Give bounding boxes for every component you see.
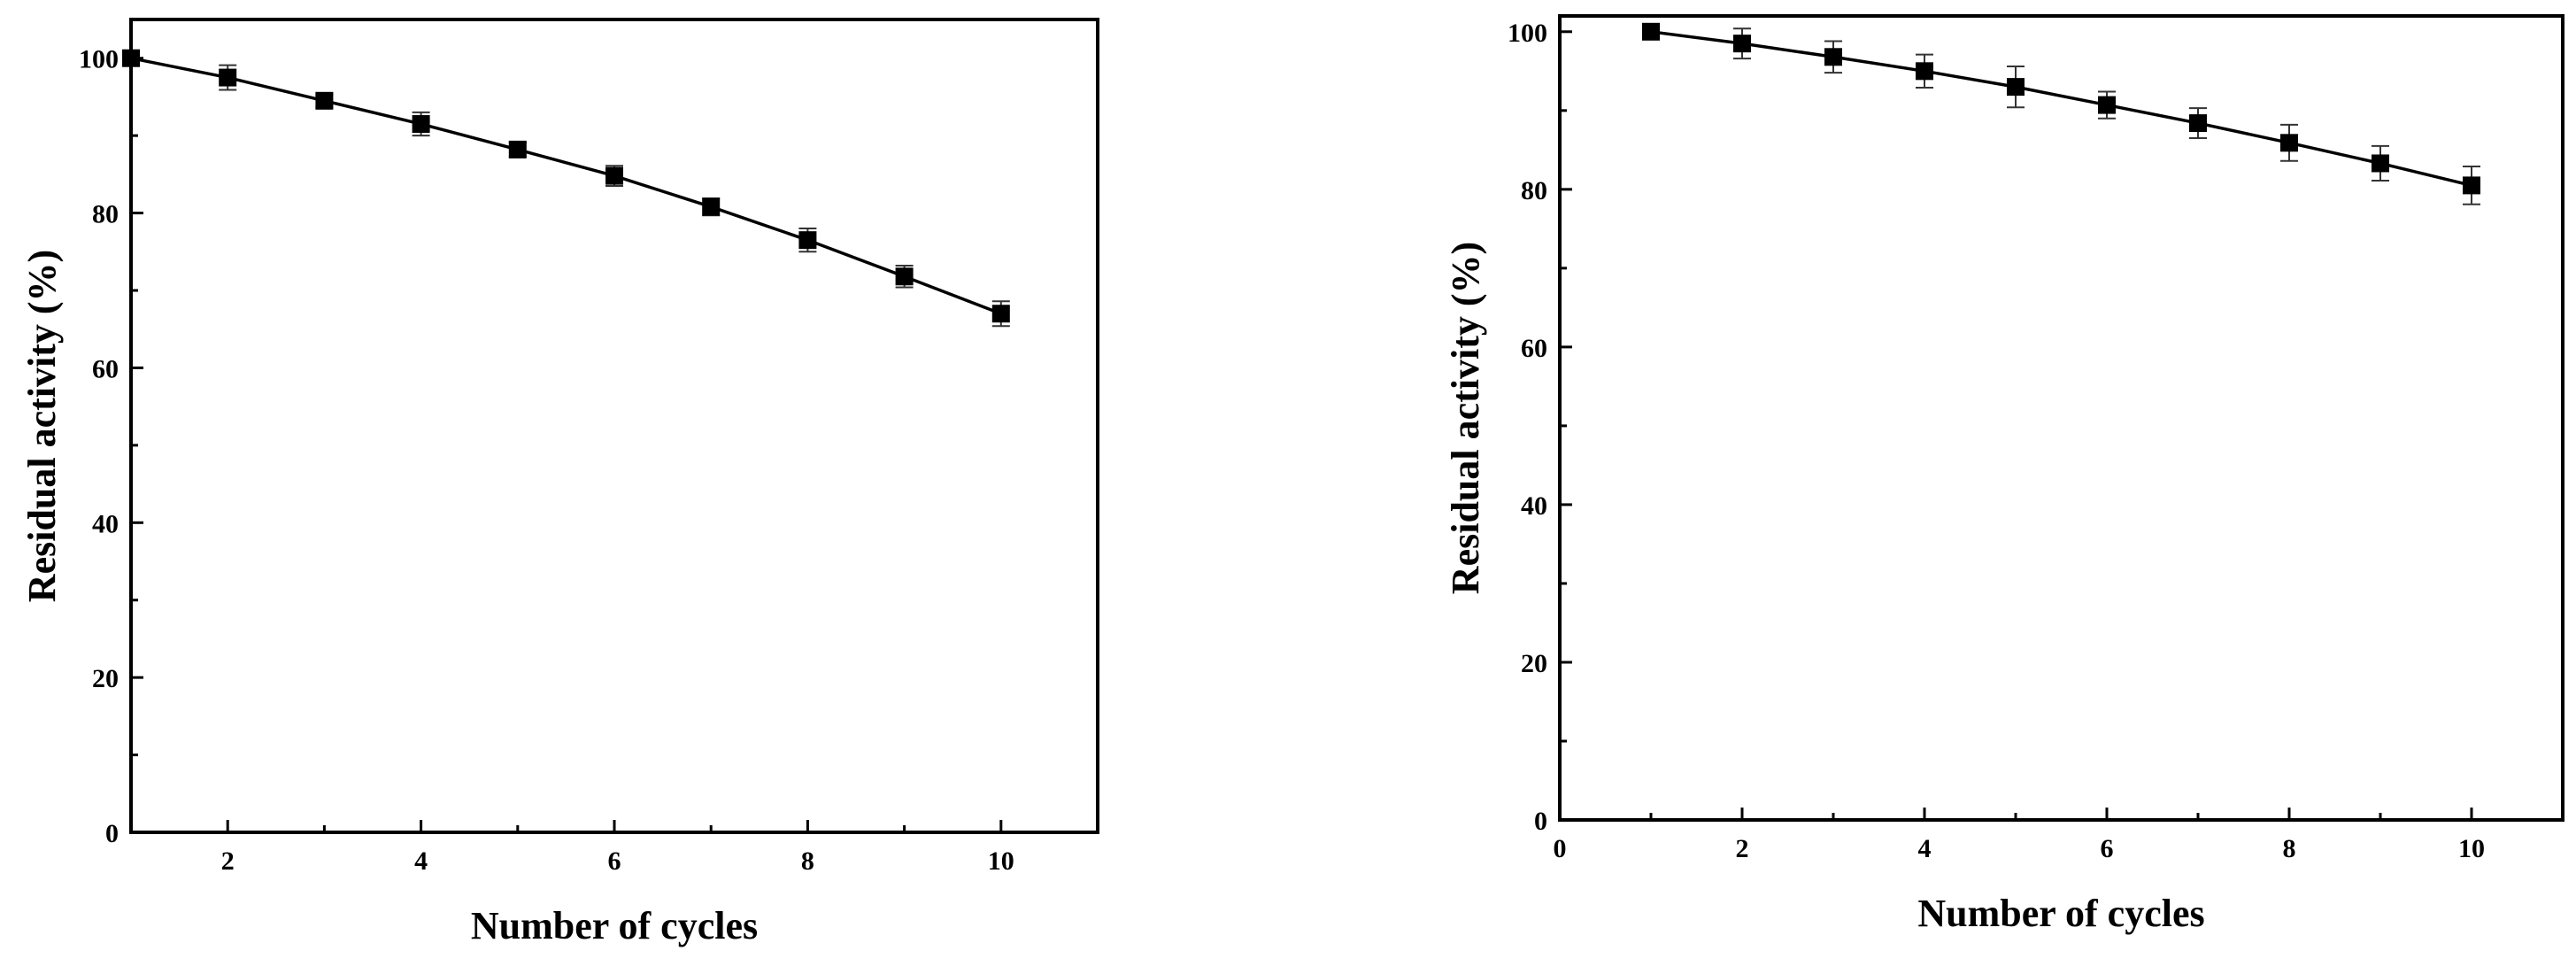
x-tick-label: 4 [1918, 834, 1932, 863]
data-point [508, 140, 527, 158]
data-point [2463, 176, 2480, 195]
y-tick-label: 0 [105, 819, 119, 848]
y-axis-title: Residual activity (%) [1444, 242, 1487, 594]
data-point [991, 305, 1010, 323]
data-point [1916, 62, 1933, 81]
y-tick-label: 0 [1534, 807, 1547, 836]
data-point [895, 267, 914, 286]
y-tick-label: 20 [1521, 649, 1547, 678]
data-point [1824, 48, 1842, 66]
series-line [1650, 30, 2472, 188]
x-tick-label: 6 [608, 846, 621, 876]
data-point [1733, 35, 1751, 53]
data-point [2280, 134, 2298, 152]
data-point [2189, 114, 2207, 133]
x-tick-label: 0 [1554, 834, 1567, 863]
x-tick-label: 8 [2283, 834, 2296, 863]
plot-frame [1558, 14, 2564, 822]
x-tick-label: 10 [988, 846, 1014, 876]
x-tick-label: 10 [2458, 834, 2485, 863]
data-point [219, 68, 237, 87]
y-tick-label: 100 [79, 45, 119, 74]
data-point [702, 197, 721, 216]
y-tick-label: 100 [1508, 19, 1547, 48]
chart-panel-left: 0 20 40 60 80 100 2 4 6 8 10 Number of cycles Residu… [20, 18, 1099, 947]
plot-frame [129, 18, 1099, 834]
data-point [412, 115, 430, 134]
y-tick-label: 80 [92, 200, 119, 229]
y-tick-label: 40 [92, 509, 119, 538]
x-axis-title: Number of cycles [1917, 892, 2204, 935]
y-tick-label: 60 [1521, 334, 1547, 363]
y-tick-label: 80 [1521, 176, 1547, 205]
data-point [2098, 96, 2116, 114]
data-point [1642, 22, 1660, 41]
data-point [315, 91, 334, 110]
chart-panel-right: 0 20 40 60 80 100 0 2 4 6 8 10 Number of cycles Resid… [1444, 14, 2564, 935]
series-line [130, 56, 1002, 315]
x-tick-label: 2 [221, 846, 235, 876]
y-tick-label: 20 [92, 664, 119, 693]
data-point [605, 166, 623, 185]
y-axis-title: Residual activity (%) [20, 250, 64, 602]
x-tick-label: 8 [801, 846, 814, 876]
y-tick-label: 60 [92, 354, 119, 383]
data-point [122, 49, 140, 67]
data-point [2372, 154, 2389, 173]
data-point [2007, 78, 2025, 97]
x-tick-label: 4 [414, 846, 428, 876]
x-tick-label: 6 [2101, 834, 2114, 863]
x-tick-label: 2 [1736, 834, 1749, 863]
x-axis-title: Number of cycles [471, 904, 758, 947]
y-tick-label: 40 [1521, 491, 1547, 521]
data-point [798, 231, 817, 250]
